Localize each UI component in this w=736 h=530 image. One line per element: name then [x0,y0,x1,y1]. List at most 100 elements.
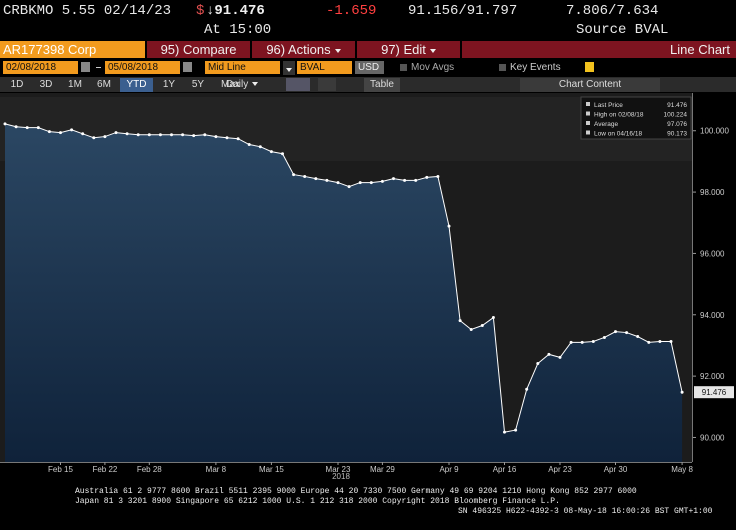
time: At 15:00 [204,22,272,38]
price-marker [36,126,40,130]
price-marker [103,135,107,139]
price-marker [514,428,518,432]
price-marker [425,175,429,179]
source: Source BVAL [576,22,669,38]
legend-swatch [586,102,590,106]
price-marker [491,316,495,320]
price-marker [580,340,584,344]
price-marker [147,133,151,137]
price-marker [325,178,329,182]
price-marker [591,339,595,343]
axis-background [692,93,736,463]
range-button[interactable]: 6M [97,79,111,90]
price-marker [558,355,562,359]
period-select[interactable]: Daily [226,78,266,92]
range-button[interactable]: 5Y [191,79,205,90]
x-tick-label: Feb 28 [137,465,162,474]
compare-button[interactable]: 95) Compare [147,41,250,58]
change: -1.659 [326,3,377,19]
range-button[interactable]: 1D [10,79,24,90]
range-button[interactable]: 1M [68,79,82,90]
price-marker [336,181,340,185]
price-marker [414,178,418,182]
field[interactable]: Mid Line [205,61,280,74]
range-button[interactable]: Max [221,79,240,90]
price-marker [170,133,173,137]
period-label: Daily [226,79,249,90]
key-events[interactable]: Key Events [499,61,561,74]
y-tick-label: 98.000 [700,188,725,197]
table-button[interactable]: Table [364,78,400,92]
x-tick-label: May 8 [671,465,693,474]
price-marker [292,173,296,177]
calendar-icon[interactable] [81,62,90,72]
legend-box [580,96,692,140]
price-marker [281,152,284,156]
price-marker [125,132,129,136]
currency-select[interactable]: USD [355,61,384,74]
chart: 2018 90.000 92.000 94.000 96.000 98.000 100.0… [0,93,736,481]
price-marker [614,330,617,334]
actions-button[interactable]: 96) Actions [252,41,355,58]
price-marker [81,132,85,136]
x-tick-label: Apr 23 [548,465,572,474]
price-marker [14,125,18,129]
edit-label: 97) Edit [381,42,426,57]
legend-label: Last Price [594,102,623,109]
yields: 7.806/7.634 [566,3,659,19]
info-icon[interactable] [585,62,594,72]
price-marker [92,136,96,140]
price-marker [181,133,185,137]
range-button[interactable]: 3D [39,79,53,90]
ticker[interactable]: AR177398 Corp [0,41,145,58]
price-marker [70,128,74,132]
price-marker [136,133,140,137]
price-marker [669,339,673,343]
calendar-icon[interactable] [183,62,192,72]
line-tool[interactable] [286,78,310,91]
x-tick-label: Mar 15 [259,465,284,474]
price-marker [203,133,207,137]
last-price-label: 91.476 [702,388,727,397]
price-marker [114,131,118,135]
crosshair-tool[interactable] [318,78,336,91]
price-marker [569,340,573,344]
view-title: Line Chart [462,41,736,58]
price-marker [25,126,29,130]
range-button[interactable]: YTD [120,78,153,92]
y-tick-label: 96.000 [700,249,725,258]
price-marker [680,390,684,394]
last-price-box [694,386,734,399]
dash [96,67,101,68]
price-marker [225,136,229,140]
pricing-source[interactable]: BVAL [297,61,352,74]
start-date[interactable]: 02/08/2018 [3,61,78,74]
price-marker [469,327,473,331]
price-marker [503,430,506,434]
x-tick-label: Apr 30 [604,465,628,474]
end-date[interactable]: 05/08/2018 [105,61,180,74]
legend-label: Low on 04/16/18 [594,131,642,138]
contacts-line-1: Australia 61 2 9777 8600 Brazil 5511 239… [75,487,637,496]
price-marker [236,137,240,141]
range-button[interactable]: 1Y [162,79,176,90]
x-tick-label: Feb 22 [92,465,117,474]
dropdown[interactable] [283,61,295,75]
price-marker [347,185,351,189]
price-marker [392,177,395,181]
x-axis-label: 2018 [332,472,350,481]
price-marker [647,340,651,344]
price-marker [47,130,51,134]
price-marker [602,335,606,339]
contacts-line-2: Japan 81 3 3201 8900 Singapore 65 6212 1… [75,497,560,506]
mov-avgs[interactable]: Mov Avgs [400,61,454,74]
price-marker [447,224,451,228]
edit-button[interactable]: 97) Edit [357,41,460,58]
legend-value: 100.224 [664,112,688,119]
price-marker [3,122,7,126]
security: CRBKMO 5.55 02/14/23 [3,3,172,19]
price-marker [436,174,440,178]
price-marker [247,143,251,147]
chart-content-button[interactable]: Chart Content [520,78,660,92]
